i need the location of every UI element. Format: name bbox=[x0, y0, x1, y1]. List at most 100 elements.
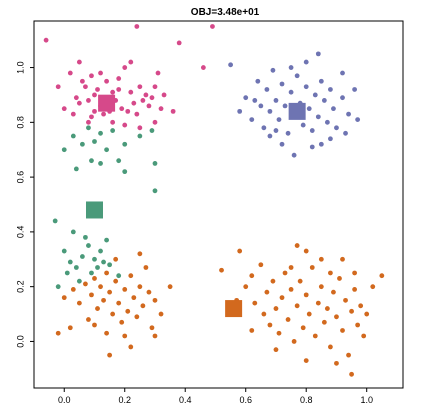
cluster-2-point bbox=[249, 273, 255, 279]
cluster-2-point bbox=[321, 319, 327, 325]
cluster-1-point bbox=[73, 166, 79, 172]
cluster-3-point bbox=[318, 141, 324, 147]
cluster-3-point bbox=[303, 59, 309, 65]
cluster-3-centroid bbox=[288, 102, 306, 120]
cluster-3-point bbox=[309, 128, 315, 133]
axes-layer: 0.0 0.2 0.4 0.6 0.8 1.0 0.0 0.2 0.4 0.6 0.8 1.0 bbox=[15, 61, 373, 405]
cluster-1-point bbox=[110, 128, 116, 133]
y-tick-label: 0.8 bbox=[15, 116, 25, 129]
cluster-0-point bbox=[128, 59, 134, 65]
cluster-0-point bbox=[210, 24, 215, 29]
cluster-1-point bbox=[55, 284, 61, 290]
y-tick-label: 1.0 bbox=[15, 61, 25, 74]
cluster-2-point bbox=[318, 284, 324, 290]
y-tick-label: 0.6 bbox=[15, 171, 25, 184]
cluster-2-point bbox=[340, 256, 345, 262]
cluster-2-point bbox=[243, 284, 249, 290]
cluster-2-point bbox=[318, 256, 324, 262]
cluster-0-point bbox=[137, 84, 143, 90]
x-tick-label: 0.0 bbox=[58, 395, 71, 405]
cluster-0-point bbox=[119, 106, 125, 112]
cluster-2-point bbox=[303, 248, 309, 254]
cluster-2-point bbox=[355, 322, 361, 328]
cluster-3-point bbox=[279, 141, 285, 147]
cluster-0-point bbox=[55, 84, 61, 90]
cluster-1-point bbox=[79, 141, 85, 147]
cluster-1-point bbox=[122, 141, 128, 147]
cluster-1-point bbox=[107, 262, 113, 268]
cluster-0-point bbox=[86, 98, 91, 103]
cluster-1-point bbox=[89, 158, 94, 164]
cluster-3-point bbox=[328, 87, 333, 92]
cluster-1-point bbox=[70, 133, 76, 139]
cluster-3-point bbox=[324, 119, 330, 125]
cluster-2-point bbox=[110, 311, 116, 317]
cluster-3-point bbox=[279, 81, 285, 87]
cluster-3-point bbox=[264, 87, 270, 92]
cluster-3-point bbox=[340, 95, 345, 101]
cluster-0-point bbox=[122, 122, 128, 128]
cluster-2-point bbox=[306, 311, 312, 317]
cluster-1-point bbox=[61, 248, 67, 254]
cluster-3-point bbox=[270, 67, 276, 73]
cluster-2-point bbox=[315, 300, 321, 306]
cluster-2-point bbox=[107, 289, 113, 295]
cluster-2-point bbox=[264, 289, 270, 295]
cluster-3-point bbox=[328, 136, 333, 142]
cluster-3-point bbox=[300, 122, 306, 128]
cluster-1-point bbox=[86, 243, 91, 248]
cluster-0-point bbox=[98, 70, 103, 76]
cluster-1-point bbox=[98, 161, 103, 166]
cluster-1-point bbox=[98, 130, 103, 136]
cluster-2-point bbox=[270, 278, 276, 284]
cluster-2-point bbox=[285, 317, 291, 322]
cluster-1-centroid bbox=[85, 201, 103, 219]
cluster-0-point bbox=[89, 73, 94, 79]
cluster-3-point bbox=[261, 125, 267, 131]
cluster-2-point bbox=[122, 333, 128, 339]
cluster-2-point bbox=[167, 284, 173, 290]
cluster-3-point bbox=[288, 89, 294, 95]
cluster-0-point bbox=[140, 98, 146, 103]
cluster-3-point bbox=[228, 62, 233, 68]
cluster-2-point bbox=[328, 344, 333, 350]
cluster-3-point bbox=[340, 70, 345, 76]
cluster-2-point bbox=[291, 339, 297, 344]
x-tick-label: 0.2 bbox=[118, 395, 131, 405]
cluster-0-point bbox=[122, 65, 128, 70]
cluster-0-point bbox=[152, 84, 158, 90]
cluster-2-point bbox=[379, 273, 385, 279]
cluster-2-point bbox=[273, 306, 279, 311]
cluster-1-point bbox=[149, 128, 155, 133]
cluster-2-point bbox=[70, 287, 76, 292]
cluster-2-point bbox=[67, 325, 73, 331]
cluster-3-point bbox=[309, 144, 315, 150]
cluster-1-point bbox=[92, 256, 97, 262]
y-tick-label: 0.2 bbox=[15, 280, 25, 293]
cluster-2-point bbox=[352, 287, 358, 292]
cluster-2-point bbox=[83, 281, 88, 287]
cluster-3-point bbox=[321, 98, 327, 103]
cluster-1-point bbox=[92, 139, 97, 144]
cluster-2-point bbox=[131, 295, 137, 301]
cluster-2-point bbox=[125, 308, 131, 314]
cluster-1-point bbox=[116, 158, 122, 164]
cluster-1-point bbox=[152, 161, 158, 166]
cluster-3-point bbox=[267, 133, 273, 139]
cluster-0-point bbox=[86, 119, 91, 125]
cluster-0-point bbox=[131, 100, 137, 106]
cluster-0-point bbox=[104, 78, 109, 84]
cluster-3-point bbox=[334, 125, 339, 131]
cluster-2-point bbox=[143, 265, 149, 270]
cluster-2-point bbox=[324, 306, 330, 311]
cluster-2-point bbox=[249, 328, 255, 333]
cluster-1-point bbox=[52, 218, 58, 224]
cluster-3-point bbox=[288, 65, 294, 70]
y-tick-label: 0.0 bbox=[15, 335, 25, 348]
cluster-2-point bbox=[340, 328, 345, 333]
cluster-2-point bbox=[219, 267, 224, 273]
cluster-2-point bbox=[361, 333, 367, 339]
cluster-1-point bbox=[101, 259, 106, 265]
cluster-3-point bbox=[291, 152, 297, 158]
cluster-2-point bbox=[258, 262, 264, 268]
